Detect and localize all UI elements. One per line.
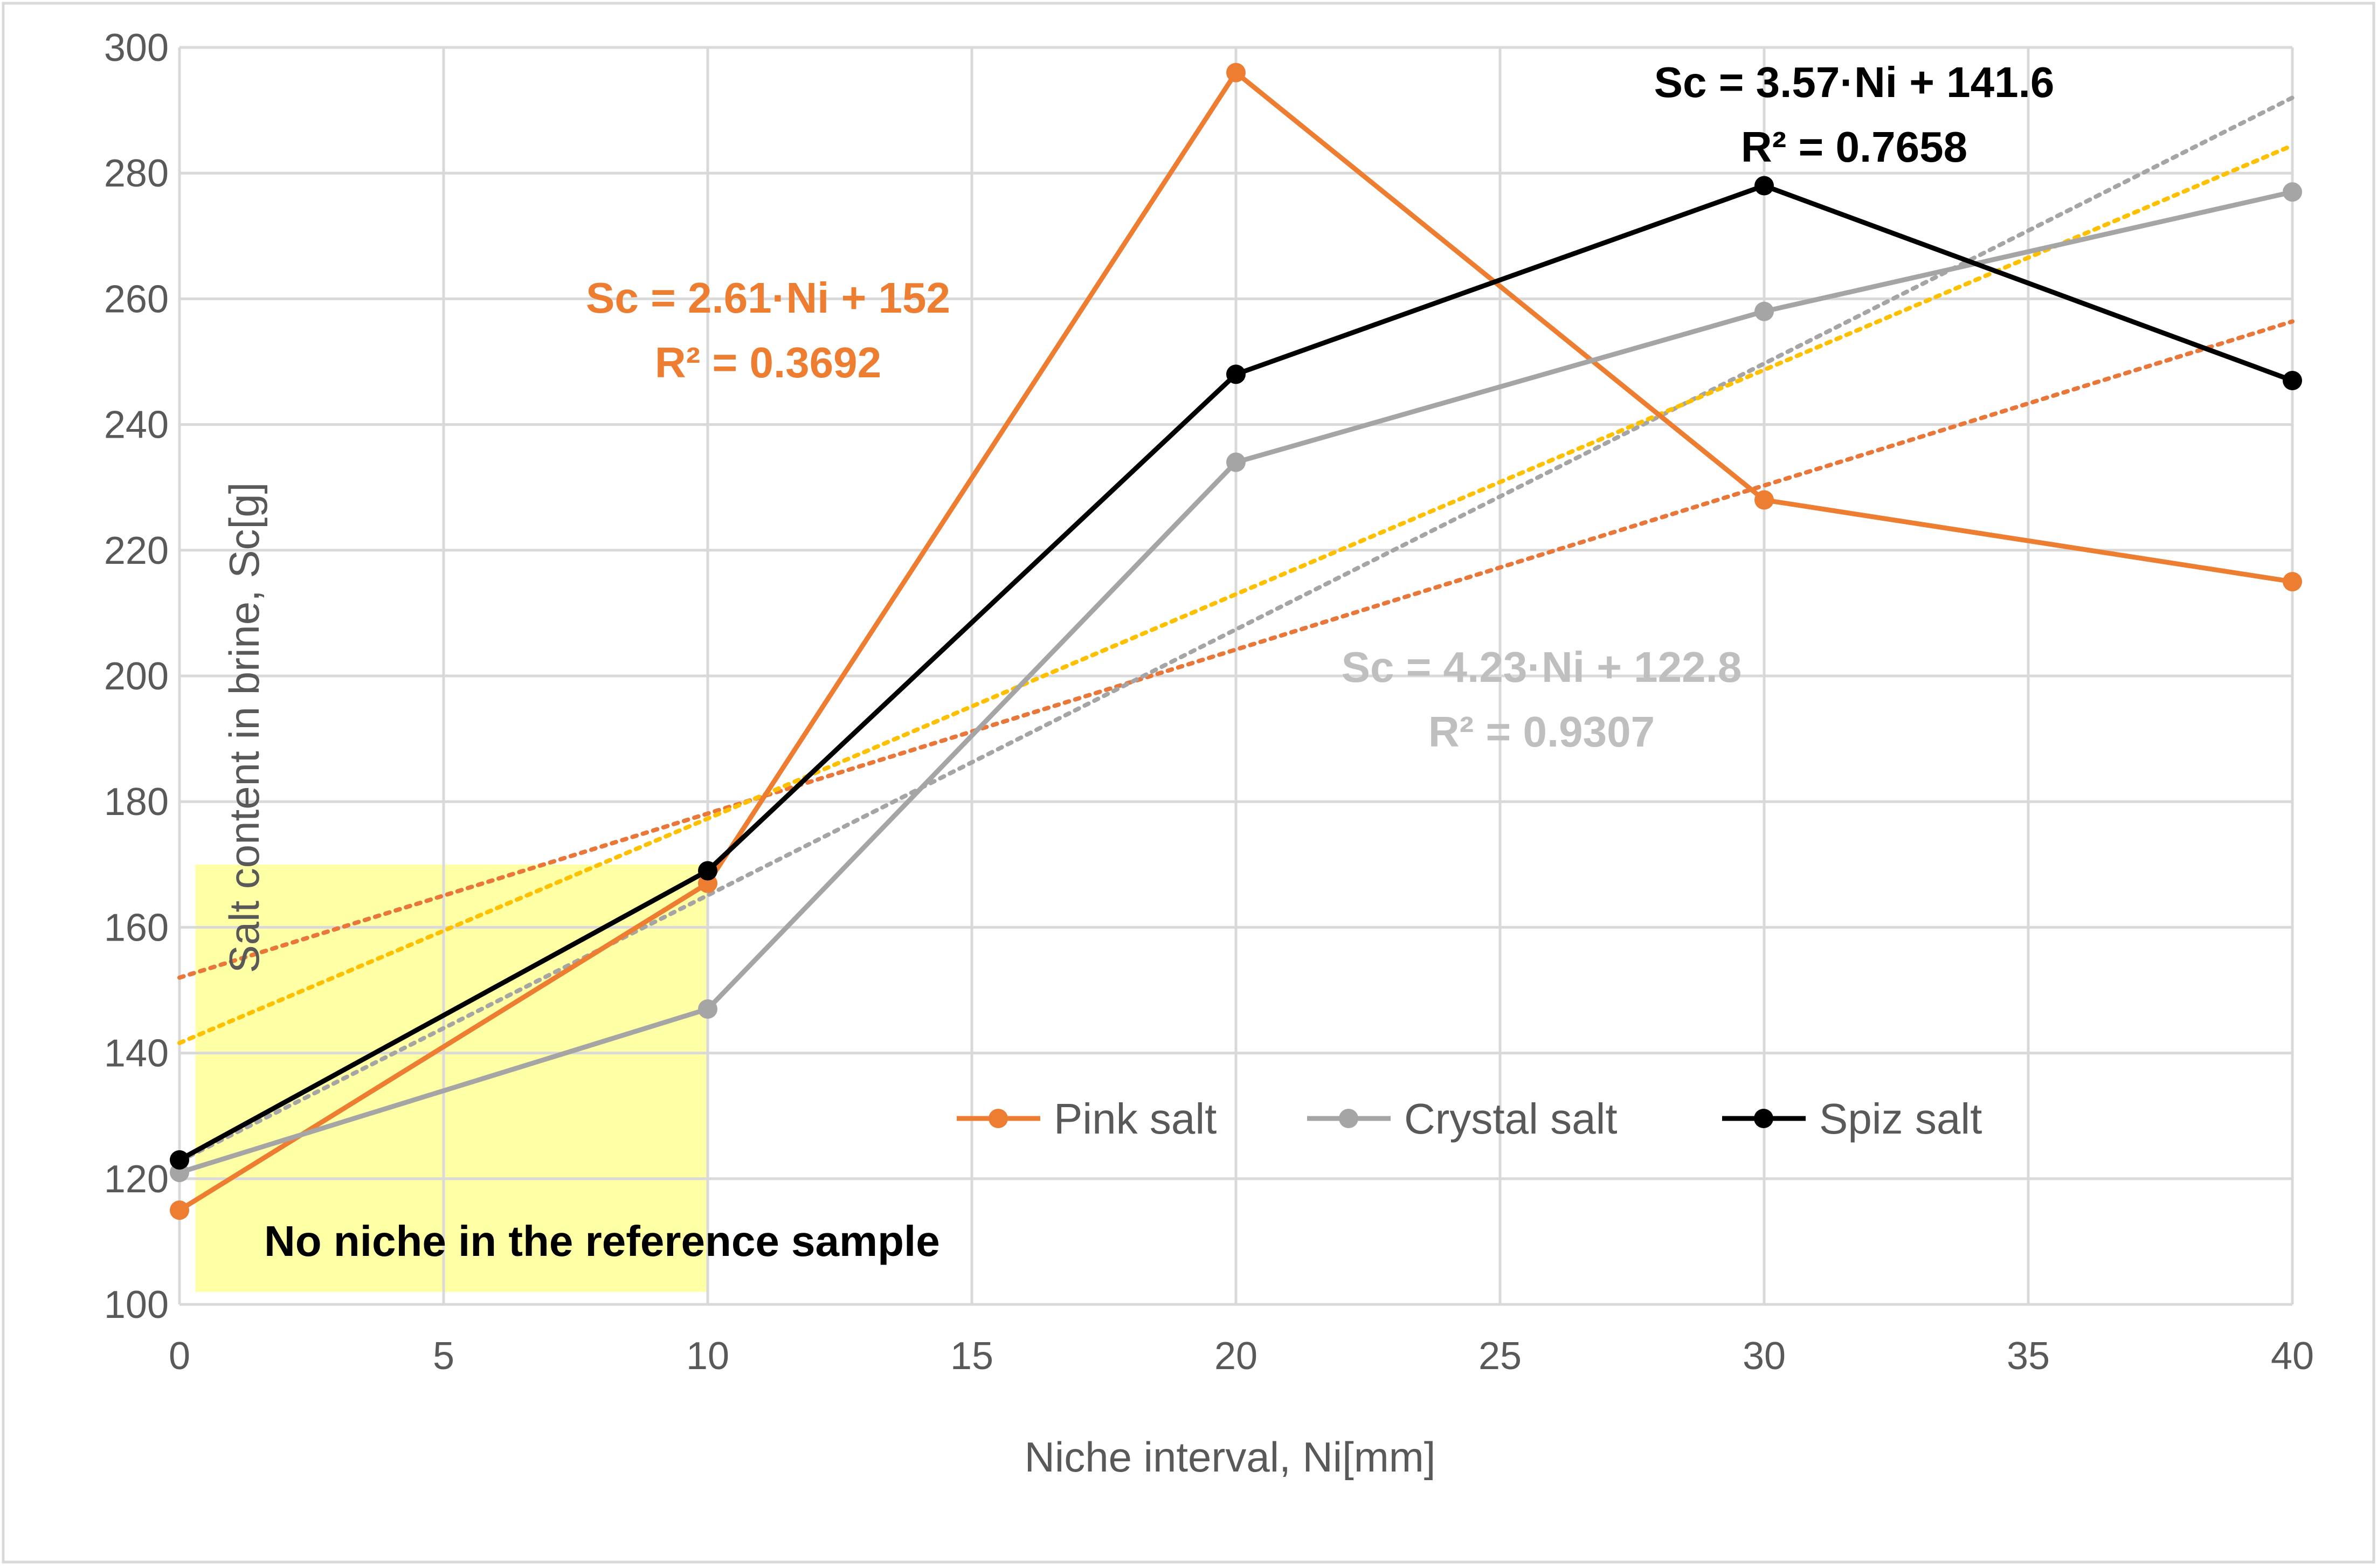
y-tick-label: 260 [104,278,169,321]
data-point [2283,572,2302,592]
crystal-trend-r2: R² = 0.9307 [1428,708,1655,756]
pink-trend-r2: R² = 0.3692 [655,339,881,386]
y-tick-label: 120 [104,1158,169,1201]
x-tick-label: 25 [1478,1335,1522,1378]
y-tick-label: 140 [104,1032,169,1075]
data-point [1754,176,1774,196]
y-tick-label: 220 [104,529,169,572]
y-tick-label: 240 [104,404,169,447]
spiz-trend-equation: Sc = 3.57·Ni + 141.6 [1654,58,2055,106]
pink-trend-equation: Sc = 2.61·Ni + 152 [586,274,950,322]
x-axis-title: Niche interval, Ni[mm] [1025,1433,1436,1481]
trendline [177,143,2295,1045]
spiz-trend-r2: R² = 0.7658 [1741,123,1967,171]
trendline [177,95,2295,1164]
x-tick-label: 5 [433,1335,454,1378]
highlight-label: No niche in the reference sample [264,1217,940,1265]
y-tick-label: 180 [104,780,169,824]
data-point [698,999,717,1019]
legend-pink-marker [989,1109,1008,1128]
data-point [170,1150,189,1170]
legend-pink-label: Pink salt [1054,1095,1217,1143]
x-tick-label: 35 [2007,1335,2050,1378]
y-tick-label: 160 [104,906,169,949]
data-point [1226,452,1246,472]
data-point [2283,182,2302,202]
y-tick-label: 200 [104,655,169,698]
data-point [170,1200,189,1220]
data-point [1754,301,1774,321]
crystal-trend-equation: Sc = 4.23·Ni + 122.8 [1342,643,1742,691]
data-point [2283,370,2302,390]
x-tick-label: 10 [686,1335,729,1378]
x-tick-label: 30 [1743,1335,1786,1378]
legend-crystal-marker [1339,1109,1358,1128]
x-tick-label: 20 [1214,1335,1257,1378]
x-tick-label: 0 [169,1335,190,1378]
legend-crystal-label: Crystal salt [1404,1095,1618,1143]
x-tick-label: 15 [950,1335,993,1378]
legend-spiz-label: Spiz salt [1819,1095,1982,1143]
y-axis-title: Salt content in brine, Sc[g] [220,482,268,973]
y-tick-label: 280 [104,152,169,195]
legend: Pink salt Crystal salt Spiz salt [957,1095,1982,1143]
y-tick-label: 100 [104,1283,169,1327]
data-point [1754,490,1774,510]
trendline [177,319,2295,980]
data-point [698,861,717,881]
data-point [1226,63,1246,82]
data-point [1226,364,1246,384]
x-tick-label: 40 [2271,1335,2314,1378]
y-tick-label: 300 [104,26,169,70]
legend-spiz-marker [1754,1109,1773,1128]
